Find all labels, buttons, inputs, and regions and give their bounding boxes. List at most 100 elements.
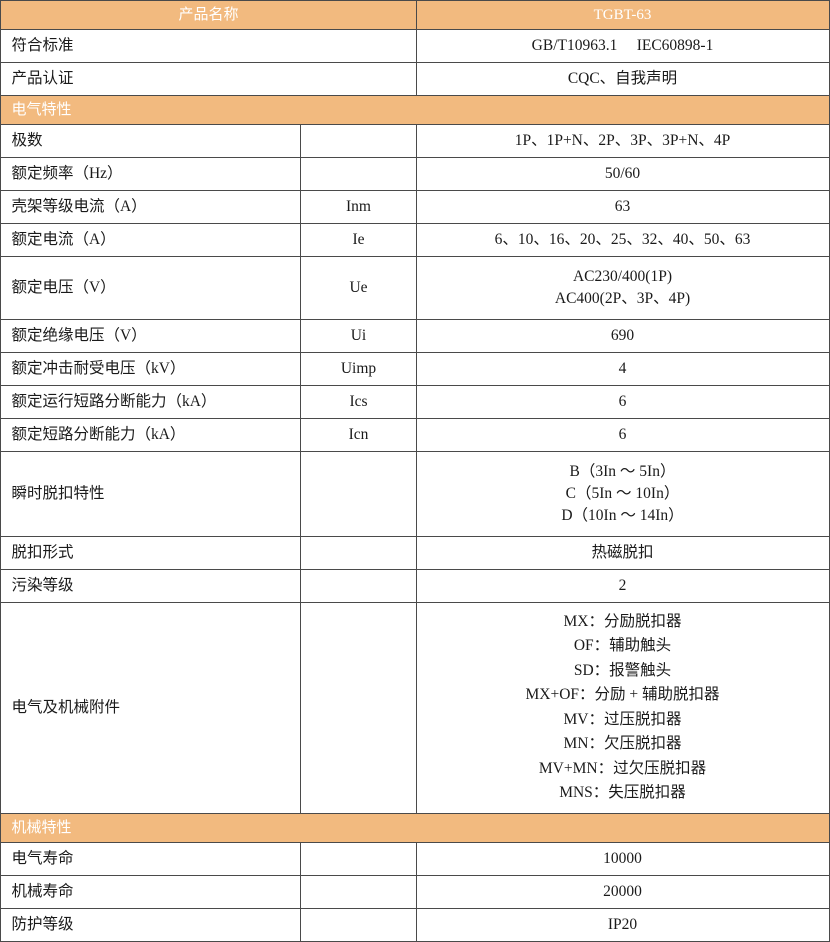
- table-row: 符合标准 GB/T10963.1 IEC60898-1: [0, 29, 830, 63]
- row-name-cell: 额定电压（V）: [0, 256, 302, 320]
- row-name: 额定冲击耐受电压（kV）: [11, 360, 186, 377]
- row-value-cell: IP20: [415, 907, 830, 942]
- row-symbol: [301, 854, 415, 864]
- row-symbol: Ie: [352, 231, 365, 248]
- row-name: 瞬时脱扣特性: [11, 485, 105, 502]
- row-value: IP20: [607, 915, 638, 933]
- row-name-cell: 符合标准: [0, 29, 417, 63]
- row-name: 极数: [11, 132, 43, 149]
- row-name: 额定绝缘电压（V）: [11, 327, 147, 344]
- row-symbol: [301, 920, 415, 930]
- row-value-cell: 6: [415, 418, 830, 452]
- row-name: 额定电流（A）: [11, 231, 116, 248]
- table-row: 壳架等级电流（A） Inm 63: [0, 190, 830, 224]
- row-symbol: Ue: [349, 279, 368, 296]
- row-value: 4: [618, 360, 627, 377]
- table-row: 污染等级 2: [0, 569, 830, 603]
- row-value: AC230/400(1P) AC400(2P、3P、4P): [554, 268, 691, 307]
- table-row: 产品认证 CQC、自我声明: [0, 62, 830, 96]
- section-title-cell: 电气特性: [0, 95, 830, 125]
- row-name: 机械寿命: [11, 882, 74, 900]
- row-symbol: [301, 136, 415, 146]
- row-value-cell: AC230/400(1P) AC400(2P、3P、4P): [415, 256, 830, 320]
- row-name: 额定运行短路分断能力（kA）: [11, 393, 217, 410]
- table-row: 极数 1P、1P+N、2P、3P、3P+N、4P: [0, 124, 830, 158]
- row-name: 污染等级: [11, 577, 74, 594]
- row-symbol-cell: Inm: [300, 190, 417, 224]
- row-name-cell: 额定冲击耐受电压（kV）: [0, 352, 302, 386]
- row-name-cell: 防护等级: [0, 907, 302, 942]
- table-header-row: 产品名称 TGBT-63: [0, 0, 830, 30]
- row-value: 6: [618, 393, 627, 410]
- row-value-cell: 6: [415, 385, 830, 419]
- section-title: 电气特性: [11, 102, 72, 118]
- row-symbol: Icn: [348, 426, 369, 443]
- row-value-cell: 热磁脱扣: [415, 536, 830, 570]
- row-symbol: Uimp: [340, 360, 377, 377]
- row-name-cell: 额定短路分断能力（kA）: [0, 418, 302, 452]
- row-value: 1P、1P+N、2P、3P、3P+N、4P: [514, 132, 731, 149]
- row-value: CQC、自我声明: [567, 70, 678, 87]
- row-name-cell: 额定运行短路分断能力（kA）: [0, 385, 302, 419]
- table-row: 额定频率（Hz） 50/60: [0, 157, 830, 191]
- row-value: 6、10、16、20、25、32、40、50、63: [494, 231, 751, 248]
- row-symbol-cell: [300, 157, 417, 191]
- row-symbol-cell: [300, 907, 417, 942]
- table-row: 防护等级 IP20: [0, 907, 830, 942]
- row-value-cell: 50/60: [415, 157, 830, 191]
- row-value-cell: MX：分励脱扣器 OF：辅助触头 SD：报警触头 MX+OF：分励 + 辅助脱扣…: [415, 602, 830, 814]
- section-header-row: 机械特性: [0, 812, 830, 843]
- row-name: 电气寿命: [11, 849, 74, 867]
- row-value: 690: [610, 327, 635, 344]
- row-name: 脱扣形式: [11, 544, 74, 561]
- row-value: 6: [618, 426, 627, 443]
- table-row: 额定电流（A） Ie 6、10、16、20、25、32、40、50、63: [0, 223, 830, 257]
- row-value: B（3In ～ 5In） C（5In ～ 10In） D（10In ～ 14In…: [561, 463, 684, 524]
- header-value-label-cell: TGBT-63: [415, 0, 830, 30]
- table-row: 脱扣形式 热磁脱扣: [0, 536, 830, 570]
- row-symbol-cell: [300, 569, 417, 603]
- row-name: 壳架等级电流（A）: [11, 198, 147, 215]
- row-name: 额定频率（Hz）: [11, 165, 123, 182]
- section-header-row: 电气特性: [0, 95, 830, 125]
- row-name-cell: 机械寿命: [0, 874, 302, 909]
- header-name-label: 产品名称: [178, 7, 239, 23]
- row-name: 电气及机械附件: [11, 698, 120, 716]
- section-title-cell: 机械特性: [0, 812, 830, 843]
- row-value: 2: [618, 577, 627, 594]
- row-value-cell: 63: [415, 190, 830, 224]
- row-name-cell: 额定绝缘电压（V）: [0, 319, 302, 353]
- row-value-cell: B（3In ～ 5In） C（5In ～ 10In） D（10In ～ 14In…: [415, 451, 830, 537]
- row-name: 符合标准: [11, 37, 74, 54]
- row-name: 防护等级: [11, 915, 74, 933]
- row-symbol-cell: Ics: [300, 385, 417, 419]
- row-name: 额定电压（V）: [11, 279, 116, 296]
- row-value-cell: 4: [415, 352, 830, 386]
- table-row: 电气寿命 10000: [0, 841, 830, 876]
- row-name: 产品认证: [11, 70, 74, 87]
- row-symbol-cell: [300, 874, 417, 909]
- row-value-cell: CQC、自我声明: [415, 62, 830, 96]
- header-name-label-cell: 产品名称: [0, 0, 417, 30]
- table-row: 额定运行短路分断能力（kA） Ics 6: [0, 385, 830, 419]
- row-value: 63: [614, 198, 631, 215]
- table-row: 瞬时脱扣特性 B（3In ～ 5In） C（5In ～ 10In） D（10In …: [0, 451, 830, 537]
- row-symbol-cell: Ue: [300, 256, 417, 320]
- row-name-cell: 脱扣形式: [0, 536, 302, 570]
- row-symbol-cell: Icn: [300, 418, 417, 452]
- section-title: 机械特性: [11, 819, 72, 836]
- row-name-cell: 壳架等级电流（A）: [0, 190, 302, 224]
- row-symbol: [301, 581, 415, 591]
- table-row: 额定冲击耐受电压（kV） Uimp 4: [0, 352, 830, 386]
- row-value: 50/60: [604, 165, 641, 182]
- row-symbol: Inm: [346, 198, 371, 215]
- row-symbol: Ics: [349, 393, 368, 410]
- row-symbol: [301, 485, 415, 503]
- row-symbol: [301, 703, 415, 713]
- row-value-cell: 6、10、16、20、25、32、40、50、63: [415, 223, 830, 257]
- row-name: 额定短路分断能力（kA）: [11, 426, 186, 443]
- row-symbol-cell: [300, 536, 417, 570]
- row-symbol: [301, 169, 415, 179]
- row-symbol-cell: [300, 124, 417, 158]
- row-symbol-cell: [300, 841, 417, 876]
